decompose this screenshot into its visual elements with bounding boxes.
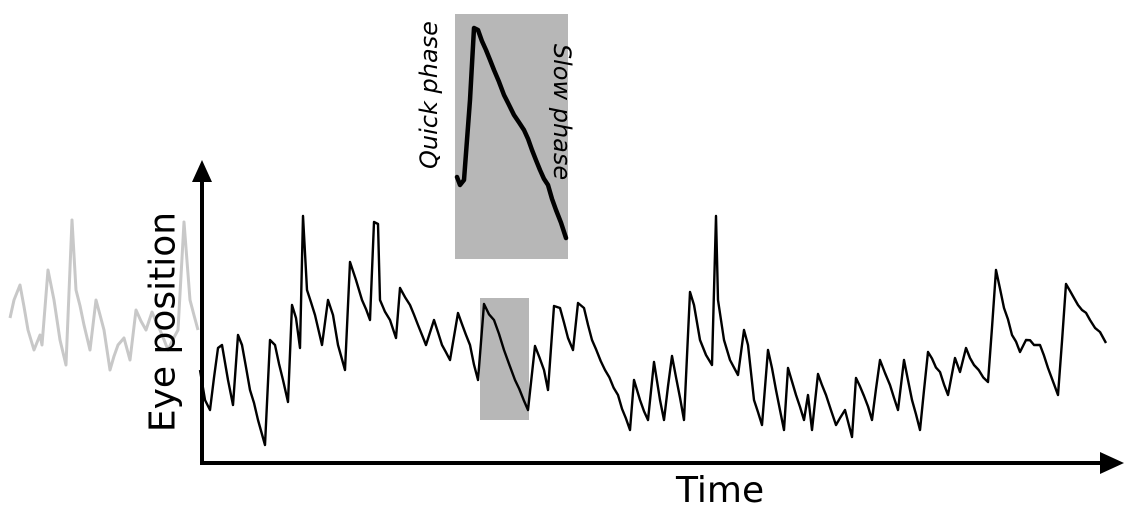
y-axis-arrowhead (192, 160, 212, 182)
x-axis-arrowhead (1100, 452, 1124, 474)
eye-position-trace (198, 214, 1108, 447)
x-axis-label: Time (676, 470, 765, 511)
highlight-box (480, 298, 529, 420)
faded-trace (8, 218, 200, 372)
quick-phase-label: Quick phase (415, 21, 443, 169)
y-axis-label: Eye position (142, 211, 184, 433)
slow-phase-label: Slow phase (548, 43, 576, 181)
inset-trace (454, 25, 569, 241)
